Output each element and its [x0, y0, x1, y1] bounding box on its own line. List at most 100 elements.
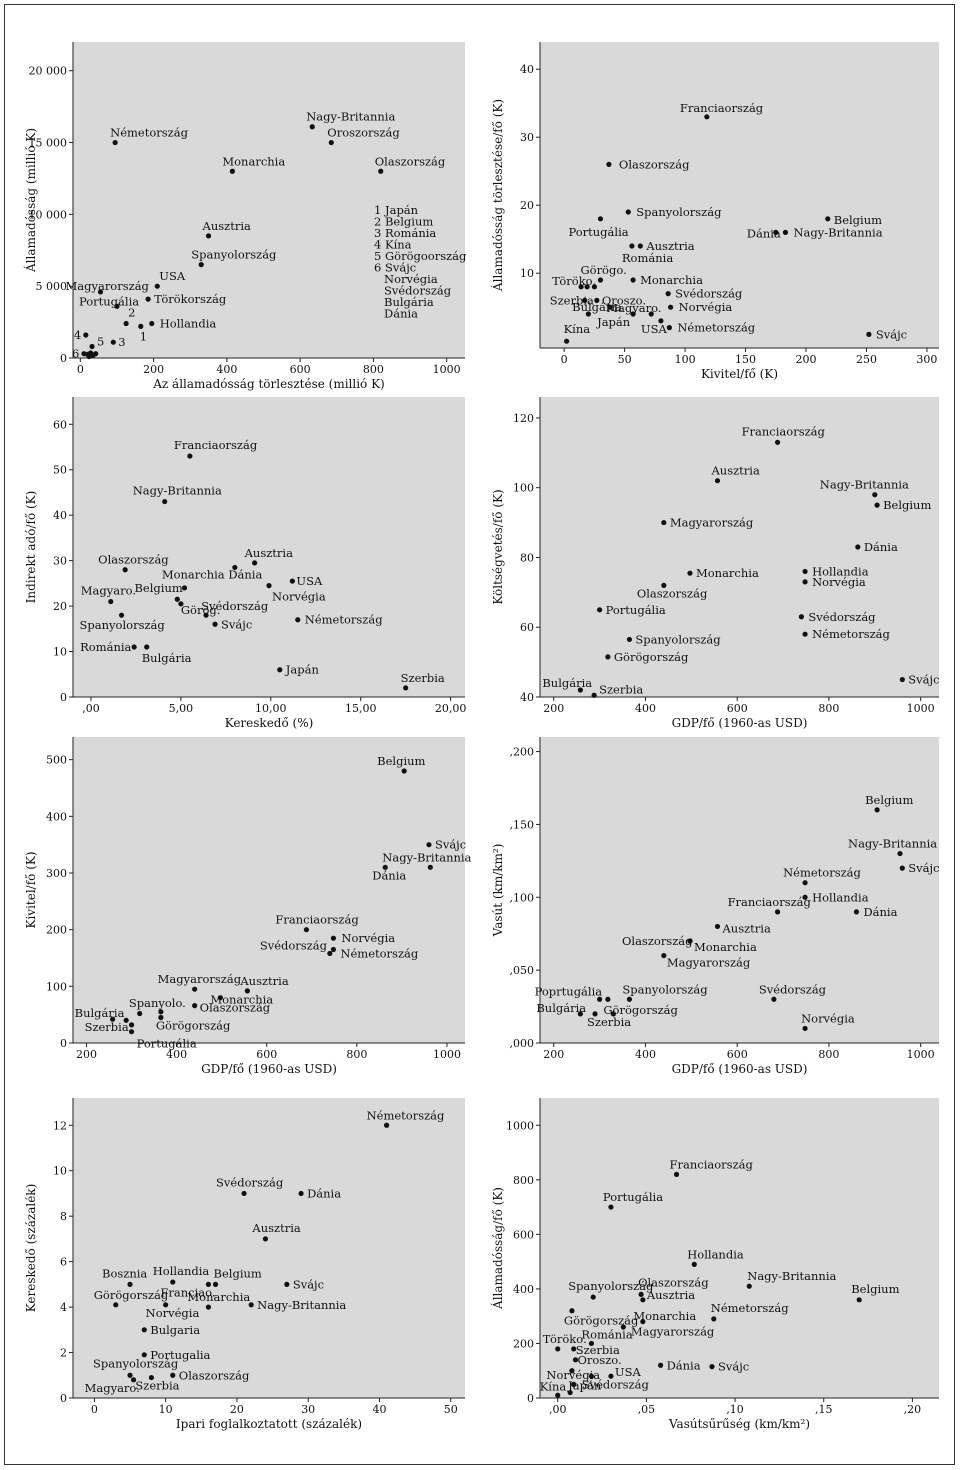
data-point — [118, 612, 125, 618]
point-label: Olaszország — [375, 154, 446, 168]
data-point — [872, 492, 878, 498]
data-point — [782, 229, 789, 235]
point-label: Görögország — [94, 1288, 169, 1302]
chart-repayment-per-capita-vs-export: 0 50 100 150 200 250 300 10 20 30 40 Kivitel/fő (K)… — [490, 42, 939, 381]
y-tick-label: ,150 — [510, 818, 535, 831]
x-tick-label: 250 — [856, 353, 877, 366]
point-label: Svájc — [293, 1277, 324, 1291]
data-point — [555, 1392, 561, 1398]
data-point — [384, 1122, 390, 1128]
point-label: 6 — [72, 347, 79, 361]
point-label: Monarchia — [694, 940, 757, 954]
data-point — [330, 946, 337, 953]
point-label: Belgium — [134, 581, 182, 595]
data-point — [626, 996, 633, 1002]
point-label: Hollandia — [812, 564, 869, 578]
point-label: Dánia — [667, 1358, 701, 1372]
point-label: Hollandia — [153, 1264, 210, 1278]
data-point — [148, 1374, 154, 1381]
data-point — [295, 617, 301, 623]
point-label: Portugalia — [150, 1348, 210, 1362]
data-point — [874, 502, 880, 508]
x-tick-label: 1000 — [907, 702, 935, 715]
point-label: Svájc — [221, 617, 252, 631]
point-label: Dánia — [747, 226, 781, 240]
data-point — [798, 614, 805, 620]
data-point — [205, 233, 212, 239]
data-point — [704, 114, 710, 120]
data-point — [174, 596, 180, 602]
point-label: Monarchia — [696, 566, 759, 580]
x-tick-label: 0 — [77, 363, 84, 376]
y-tick-label: ,000 — [510, 1037, 535, 1050]
point-label: Görögo. — [580, 263, 626, 277]
x-tick-label: 1000 — [433, 363, 461, 376]
y-axis-label: Államadósság/fő (K) — [490, 1187, 505, 1310]
x-tick-label: 15,00 — [345, 702, 377, 715]
data-point — [93, 351, 99, 357]
point-label: Olaszország — [637, 586, 708, 600]
point-label: Monarchia — [633, 1309, 696, 1323]
data-point — [605, 996, 611, 1002]
point-label: Németország — [110, 126, 188, 140]
data-point — [640, 1319, 646, 1325]
point-label: Nagy-Britannia — [793, 225, 882, 239]
data-point — [110, 1016, 116, 1022]
point-label: Norvégia — [801, 1011, 855, 1025]
y-tick-label: 400 — [46, 810, 67, 823]
x-tick-label: 0 — [91, 1403, 98, 1416]
point-label: Belgium — [214, 1266, 262, 1280]
point-label: Bulgaria — [150, 1323, 200, 1337]
legend-entry: 6 Svájc — [374, 261, 416, 275]
x-tick-label: 50 — [618, 353, 632, 366]
point-label: Ausztria — [251, 1221, 300, 1235]
data-point — [629, 243, 635, 249]
point-label: 4 — [74, 328, 81, 342]
data-point — [897, 850, 903, 857]
point-label: Olaszország — [179, 1368, 250, 1382]
data-point — [802, 1025, 808, 1032]
x-tick-label: 50 — [444, 1403, 458, 1416]
data-point — [658, 318, 664, 324]
data-point — [203, 612, 209, 618]
point-label: Monarchia — [640, 273, 703, 287]
x-tick-label: 800 — [346, 1048, 367, 1061]
data-point — [802, 568, 808, 575]
y-tick-label: 2 — [60, 1347, 67, 1360]
figure-frame — [4, 4, 955, 1465]
plot-area — [540, 397, 939, 697]
point-label: Svédország — [201, 599, 269, 613]
legend-entry: 4 Kína — [374, 238, 412, 252]
x-tick-label: ,00 — [82, 702, 100, 715]
point-label: USA — [615, 1365, 642, 1379]
data-point — [711, 1316, 717, 1322]
y-tick-label: 8 — [60, 1210, 67, 1223]
point-label: Szerbia — [599, 682, 643, 696]
data-point — [856, 1297, 862, 1303]
data-point — [774, 439, 781, 445]
data-point — [149, 320, 155, 327]
x-axis-label: Kivitel/fő (K) — [701, 367, 778, 381]
x-tick-label: 10,00 — [255, 702, 287, 715]
data-point — [874, 807, 880, 813]
y-tick-label: 800 — [513, 1174, 534, 1187]
point-label: Bosznia — [102, 1266, 147, 1280]
point-label: Japán — [596, 315, 631, 329]
data-point — [774, 909, 781, 915]
y-tick-label: ,050 — [510, 964, 535, 977]
data-point — [597, 216, 604, 222]
y-tick-label: 10 — [53, 1165, 67, 1178]
data-point — [232, 564, 238, 571]
data-point — [170, 1372, 176, 1378]
point-label: Hollandia — [687, 1247, 744, 1261]
point-label: Portugália — [137, 1037, 197, 1051]
point-label: Dánia — [307, 1186, 341, 1200]
data-point — [592, 1011, 598, 1017]
point-label: Olaszország — [200, 1001, 271, 1015]
point-label: Görögország — [156, 1019, 231, 1033]
y-tick-label: 10 000 — [29, 208, 68, 221]
point-label: Svájc — [908, 673, 939, 687]
data-point — [648, 311, 654, 317]
data-point — [205, 1281, 212, 1287]
point-label: Bulgária — [572, 300, 622, 314]
